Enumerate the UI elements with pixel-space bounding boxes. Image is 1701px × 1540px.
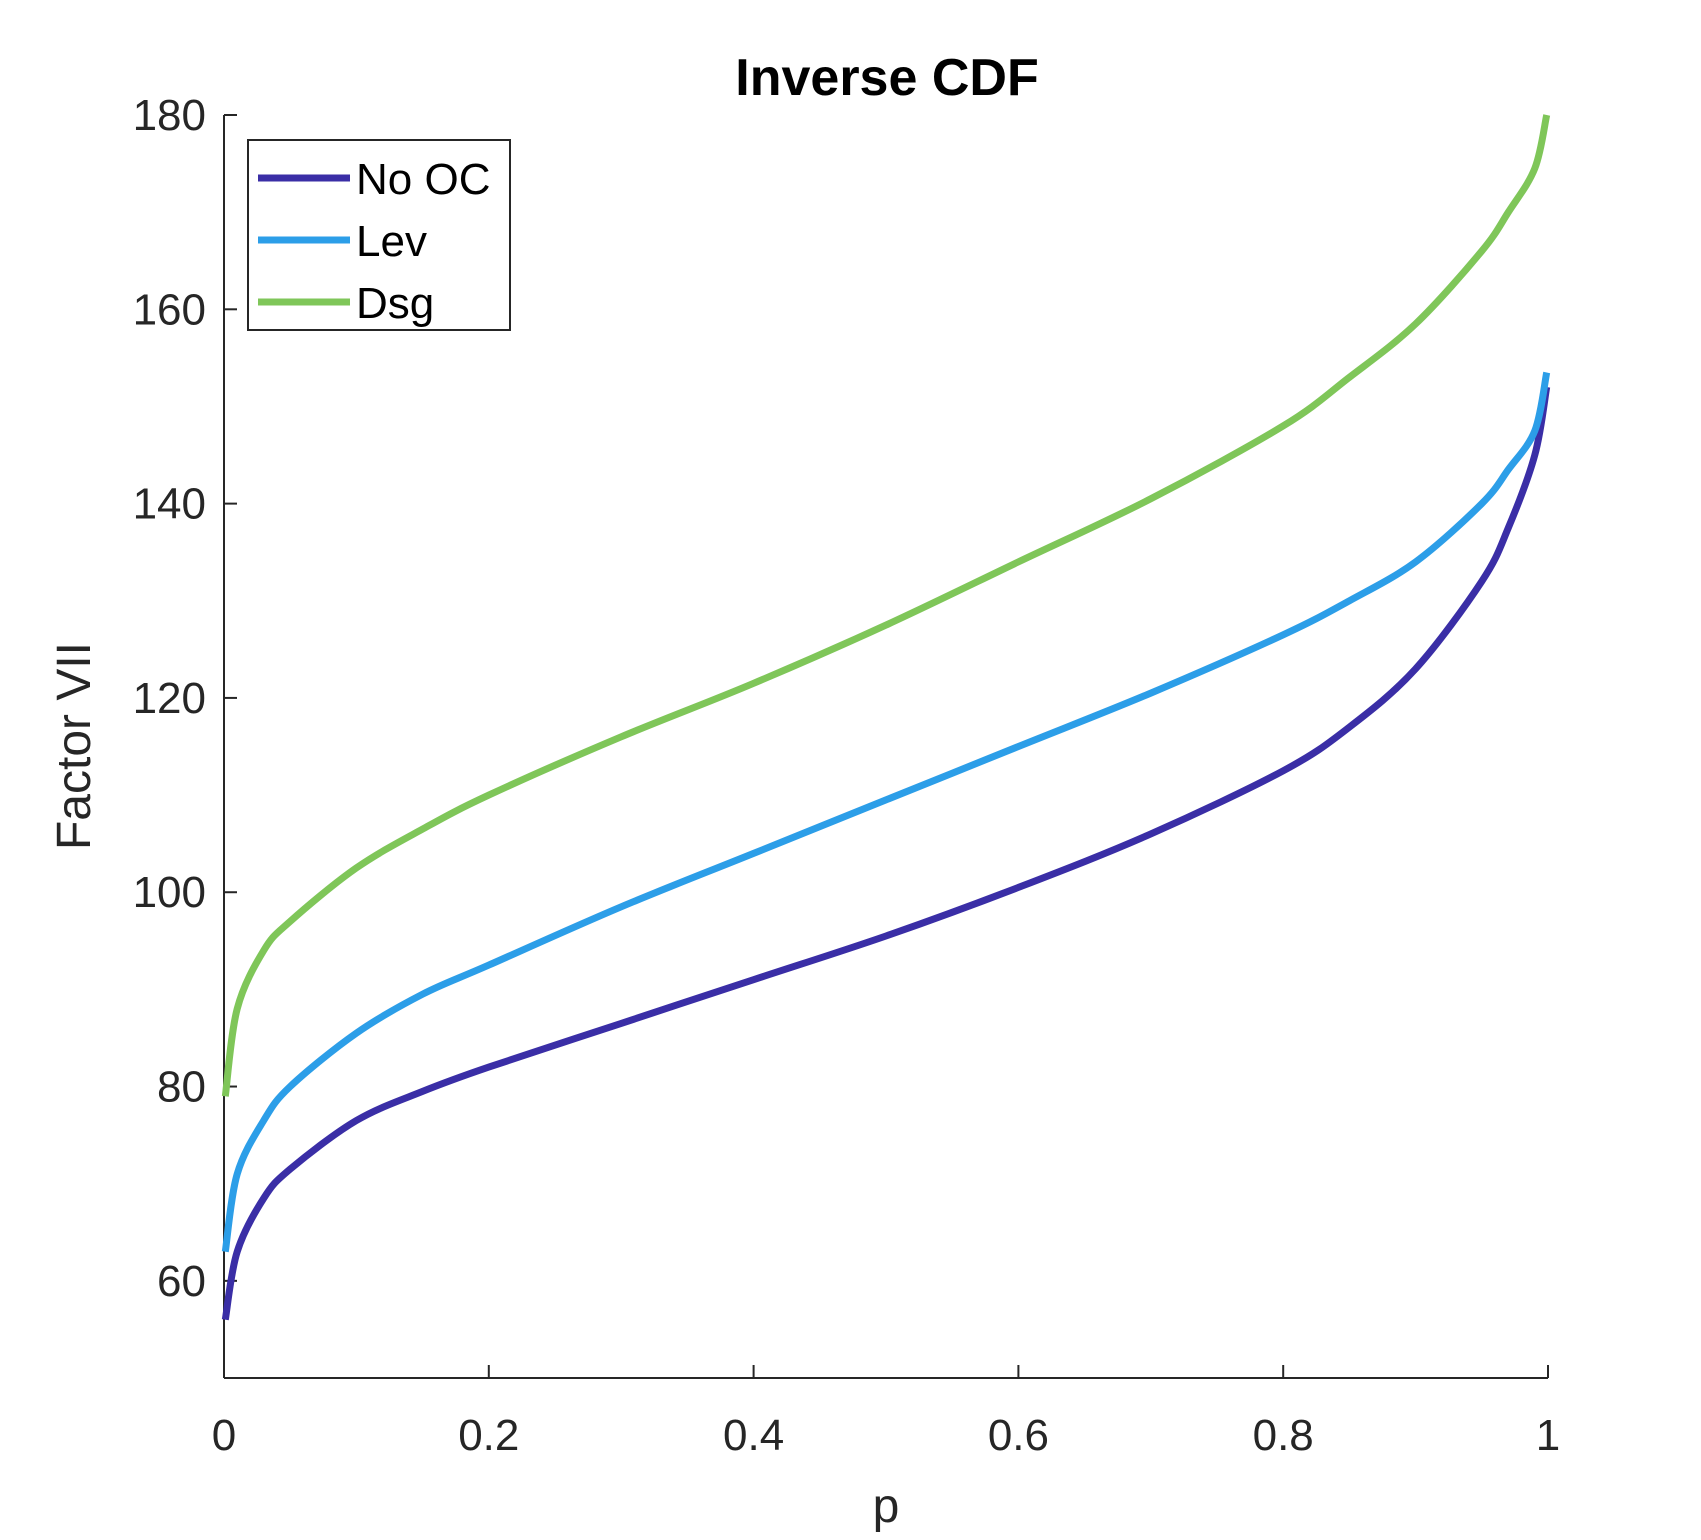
legend: No OC Lev Dsg [247,139,511,331]
x-tick-label: 0.4 [723,1411,784,1460]
y-tick-label: 60 [157,1257,206,1306]
legend-label-no-oc: No OC [356,155,490,204]
legend-label-lev: Lev [356,217,427,266]
chart-title: Inverse CDF [735,49,1038,107]
series-line-lev [221,371,1551,1253]
y-ticks: 60 80 100 120 140 160 180 [133,91,237,1306]
series-line-no-oc [221,386,1551,1321]
y-tick-label: 180 [133,91,206,140]
legend-label-dsg: Dsg [356,279,434,328]
x-tick-label: 0.8 [1253,1411,1314,1460]
series-lines [221,114,1551,1321]
x-tick-label: 1 [1536,1411,1560,1460]
series-line-dsg [221,114,1551,1097]
x-tick-label: 0.6 [988,1411,1049,1460]
x-tick-label: 0.2 [458,1411,519,1460]
y-tick-label: 160 [133,285,206,334]
y-axis-title: Factor VII [48,642,101,850]
y-tick-label: 120 [133,674,206,723]
y-tick-label: 100 [133,868,206,917]
x-ticks: 0 0.2 0.4 0.6 0.8 1 [212,1365,1560,1460]
y-tick-label: 80 [157,1063,206,1112]
plot-area: 0 0.2 0.4 0.6 0.8 1 60 80 100 120 140 160 180 [133,91,1561,1460]
x-axis-title: p [873,1480,900,1533]
y-tick-label: 140 [133,480,206,529]
legend-box [247,139,511,331]
x-tick-label: 0 [212,1411,236,1460]
